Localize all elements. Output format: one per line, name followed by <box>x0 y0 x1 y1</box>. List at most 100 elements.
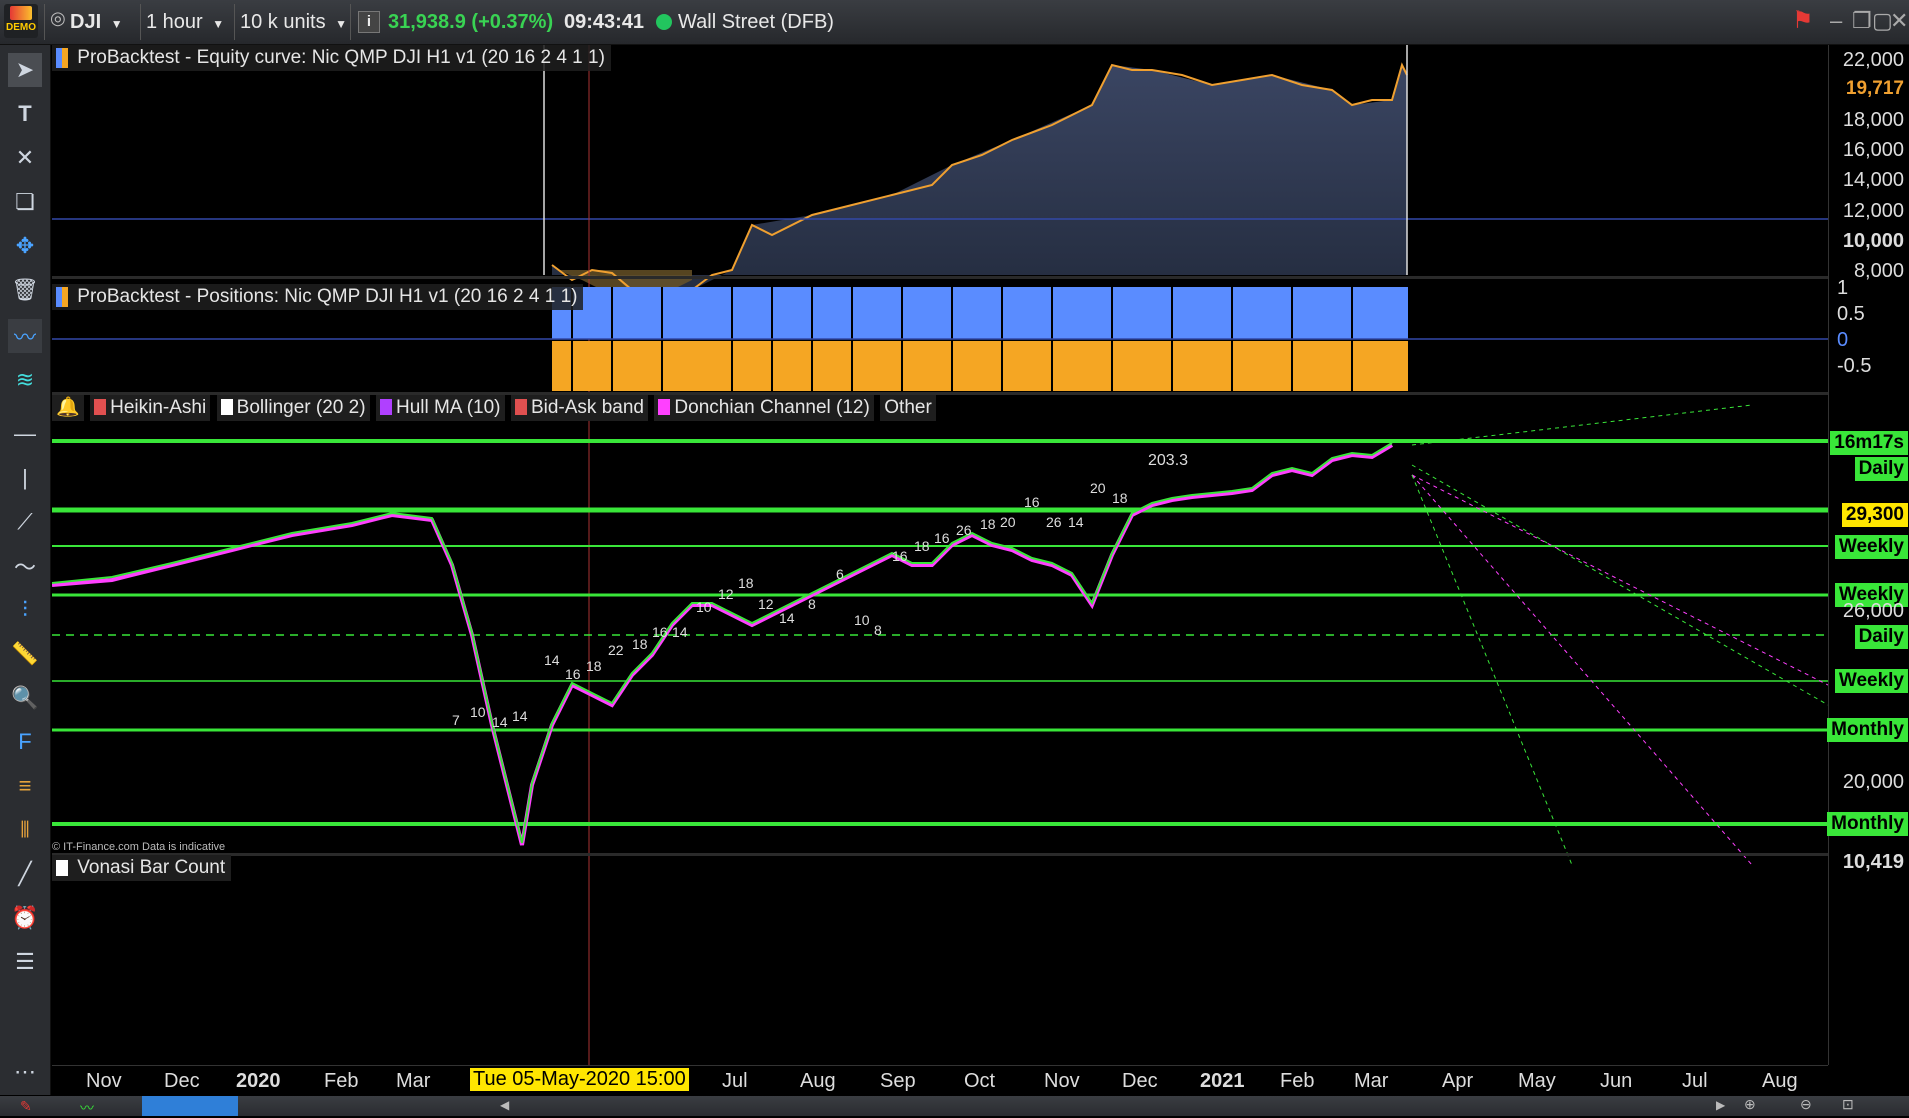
alarm-icon[interactable]: ⏰ <box>11 905 39 930</box>
link-icon[interactable]: ◎ <box>50 8 66 28</box>
svg-text:10: 10 <box>696 599 712 615</box>
month-label: 2020 <box>236 1070 281 1092</box>
restore-icon[interactable]: ❐ <box>1852 8 1872 33</box>
trendline-icon[interactable]: ⟋ <box>17 509 33 534</box>
bar-count-label: Vonasi Bar Count <box>77 857 226 878</box>
chart-type-icon[interactable]: 〰 <box>80 1100 94 1116</box>
more-icon[interactable]: ⋯ <box>14 1059 36 1084</box>
fork-icon[interactable]: ⫶ <box>22 597 28 622</box>
month-label: Jul <box>722 1070 748 1092</box>
maximize-icon[interactable]: ▢ <box>1872 8 1893 33</box>
equity-axis-label: 22,000 <box>1842 49 1904 71</box>
vertical-line-icon[interactable]: | <box>22 465 28 490</box>
indicator-bollinger[interactable]: Bollinger (20 2) <box>216 395 370 421</box>
indicator-icon[interactable]: 〰 <box>8 319 42 353</box>
indicator-other[interactable]: Other <box>880 395 936 421</box>
fib-levels-icon[interactable]: ≡ <box>18 773 32 798</box>
alert-icon[interactable]: ⚑ <box>1792 7 1814 34</box>
zoom-icon[interactable]: 🔍 <box>11 685 39 710</box>
symbol-label: DJI <box>70 11 102 33</box>
price-axis-label: 26,000 <box>1842 600 1904 622</box>
zoom-out-icon[interactable]: ⊖ <box>1800 1096 1812 1112</box>
price-axis[interactable]: 22,000 19,717 18,000 16,000 14,000 12,00… <box>1827 45 1909 1065</box>
timeframe-selector[interactable]: 1 hour ▼ <box>146 8 224 36</box>
cursor-icon[interactable]: ➤ <box>8 53 42 87</box>
month-label: Mar <box>396 1070 431 1092</box>
svg-text:18: 18 <box>632 636 648 652</box>
line-tool-icon[interactable]: ╱ <box>18 861 32 886</box>
price-line-green <box>52 442 1393 844</box>
indicator-hull-ma[interactable]: Hull MA (10) <box>375 395 505 421</box>
indicator-donchian[interactable]: Donchian Channel (12) <box>654 395 874 421</box>
month-label: Jul <box>1682 1070 1708 1092</box>
time-axis[interactable]: Nov Dec 2020 Feb Mar Tue 05-May-2020 15:… <box>52 1065 1828 1096</box>
fib-bars-icon[interactable]: ⦀ <box>20 817 30 842</box>
price-display: 31,938.9 (+0.37%) <box>388 11 554 33</box>
fit-icon[interactable]: ⊡ <box>1842 1096 1854 1112</box>
chevron-down-icon: ▼ <box>335 17 348 31</box>
bollinger-label: Bollinger (20 2) <box>236 397 366 418</box>
bid-ask-swatch <box>514 399 527 415</box>
equity-axis-label: 18,000 <box>1842 109 1904 131</box>
svg-text:12: 12 <box>758 596 774 612</box>
units-selector[interactable]: 10 k units ▼ <box>240 8 347 36</box>
chart-area[interactable]: 7 10 14 14 14 16 18 22 18 16 14 10 12 18 12 14 8 6 10 8… <box>52 45 1828 1065</box>
text-tool-icon[interactable]: T <box>18 101 32 126</box>
svg-text:14: 14 <box>492 714 508 730</box>
wave-icon[interactable]: 〜 <box>13 555 36 580</box>
units-label: 10 k units <box>240 11 326 33</box>
indicator-heikin-ashi[interactable]: Heikin-Ashi <box>90 395 211 421</box>
move-icon[interactable]: ✥ <box>15 233 35 258</box>
symbol-selector[interactable]: DJI ▼ <box>70 8 123 36</box>
support-resistance-lines <box>52 439 1828 826</box>
bottom-toolbar: ✎ 〰 ◀ ▶ ⊕ ⊖ ⊡ <box>0 1096 1909 1116</box>
heikin-ashi-label: Heikin-Ashi <box>110 397 207 418</box>
trash-icon[interactable]: 🗑 <box>11 277 39 302</box>
tools-icon[interactable]: ✕ <box>15 145 35 170</box>
svg-text:14: 14 <box>779 610 795 626</box>
level-tag-monthly: Monthly <box>1827 718 1908 742</box>
bar-count-axis-label: 10,419 <box>1842 851 1904 873</box>
timeframe-label: 1 hour <box>146 11 203 33</box>
zoom-in-icon[interactable]: ⊕ <box>1744 1096 1756 1112</box>
svg-text:20: 20 <box>1000 514 1016 530</box>
month-label: Jun <box>1600 1070 1633 1092</box>
equity-divider[interactable] <box>52 276 1828 279</box>
channel-icon[interactable]: ≋ <box>15 367 35 392</box>
donchian-label: Donchian Channel (12) <box>674 397 870 418</box>
fibonacci-icon[interactable]: F <box>18 729 32 754</box>
current-price-tag: 29,300 <box>1841 503 1908 527</box>
month-label: Nov <box>1044 1070 1080 1092</box>
price-divider[interactable] <box>52 853 1828 856</box>
scroll-left-icon[interactable]: ◀ <box>500 1098 510 1112</box>
svg-text:16: 16 <box>565 666 581 682</box>
equity-panel-title[interactable]: ProBacktest - Equity curve: Nic QMP DJI … <box>52 45 611 71</box>
list-icon[interactable]: ☰ <box>15 949 35 974</box>
month-label: May <box>1518 1070 1556 1092</box>
positions-swatch <box>56 286 68 307</box>
alert-bell-icon[interactable]: 🔔 <box>52 395 84 421</box>
close-icon[interactable]: ✕ <box>1890 8 1909 33</box>
copy-icon[interactable]: ❏ <box>15 189 35 214</box>
ruler-icon[interactable]: 📏 <box>11 641 39 666</box>
level-tag-weekly: Weekly <box>1834 583 1908 607</box>
svg-text:6: 6 <box>836 566 844 582</box>
positions-panel-title[interactable]: ProBacktest - Positions: Nic QMP DJI H1 … <box>52 284 584 310</box>
scroll-right-icon[interactable]: ▶ <box>1716 1098 1726 1112</box>
month-label: Aug <box>800 1070 836 1092</box>
info-icon[interactable]: i <box>358 11 380 33</box>
svg-text:26: 26 <box>956 522 972 538</box>
share-button[interactable] <box>142 1096 238 1116</box>
svg-text:12: 12 <box>718 586 734 602</box>
svg-text:18: 18 <box>586 658 602 674</box>
indicator-bid-ask[interactable]: Bid-Ask band <box>510 395 648 421</box>
positions-divider[interactable] <box>52 392 1828 395</box>
horizontal-line-icon[interactable]: ― <box>14 421 36 446</box>
pencil-icon[interactable]: ✎ <box>20 1098 32 1114</box>
minimize-icon[interactable]: – <box>1830 8 1843 33</box>
heikin-ashi-swatch <box>94 399 107 415</box>
equity-axis-label: 14,000 <box>1842 169 1904 191</box>
svg-text:20: 20 <box>1090 480 1106 496</box>
demo-label: DEMO <box>6 22 36 33</box>
bar-count-title[interactable]: Vonasi Bar Count <box>52 855 232 881</box>
